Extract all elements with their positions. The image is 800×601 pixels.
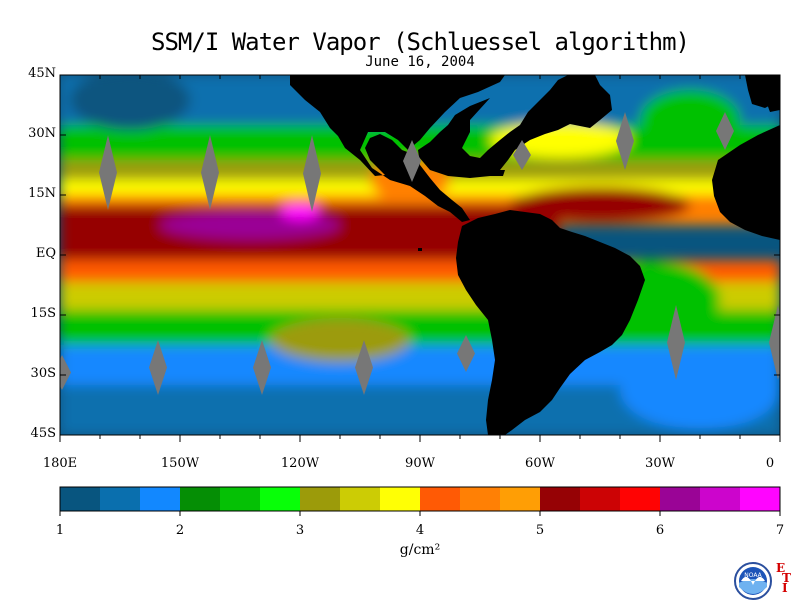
swath-gap xyxy=(60,355,71,390)
colorbar-segment xyxy=(300,487,341,511)
lon-label: 60W xyxy=(525,456,555,471)
vapor-band xyxy=(510,187,690,223)
map-field xyxy=(60,75,780,435)
colorbar-segment xyxy=(620,487,661,511)
axis-ticks xyxy=(59,74,781,442)
colorbar-segment xyxy=(260,487,301,511)
colorbar-tick-label: 7 xyxy=(775,523,785,538)
lat-label: 45N xyxy=(28,66,56,81)
colorbar-segment xyxy=(660,487,701,511)
swath-gap xyxy=(616,112,634,170)
corner-letter-i: I xyxy=(782,581,788,595)
lon-label: 150W xyxy=(160,456,200,471)
swath-gaps xyxy=(60,112,780,395)
colorbar-segment xyxy=(500,487,541,511)
colorbar-segment xyxy=(420,487,461,511)
lat-label: 15N xyxy=(28,186,56,201)
colorbar-tick-label: 1 xyxy=(55,523,65,538)
colorbar-tick-label: 3 xyxy=(295,523,305,538)
swath-gap xyxy=(253,340,271,395)
hispaniola xyxy=(488,170,505,176)
colorbar-segment xyxy=(100,487,141,511)
colorbar-segment xyxy=(180,487,221,511)
colorbar-segment xyxy=(140,487,181,511)
map-date: June 16, 2004 xyxy=(365,54,475,70)
cuba xyxy=(440,158,485,168)
swath-gap xyxy=(201,135,219,210)
vapor-band xyxy=(70,75,190,130)
lat-label: 30N xyxy=(28,126,56,141)
colorbar-tick-label: 5 xyxy=(535,523,545,538)
vapor-band xyxy=(640,90,740,150)
colorbar-segment xyxy=(460,487,501,511)
vapor-band xyxy=(280,204,320,220)
swath-gap xyxy=(303,135,321,212)
lat-label: 30S xyxy=(30,366,56,381)
colorbar-segment xyxy=(540,487,581,511)
lon-label: 180E xyxy=(42,456,78,471)
vapor-band xyxy=(270,318,410,362)
colorbar-segment xyxy=(340,487,381,511)
colorbar-tick-label: 2 xyxy=(175,523,185,538)
lat-label: 15S xyxy=(30,306,56,321)
colorbar-tick-label: 6 xyxy=(655,523,665,538)
colorbar-segment xyxy=(580,487,621,511)
swath-gap xyxy=(513,140,531,170)
colorbar-segment xyxy=(740,487,781,511)
colorbar-units: g/cm² xyxy=(399,542,441,558)
colorbar-segment xyxy=(60,487,101,511)
land-mass xyxy=(290,75,780,435)
greenland-tip xyxy=(760,78,780,112)
swath-gap xyxy=(457,335,475,372)
colorbar xyxy=(59,486,781,516)
swath-gap xyxy=(716,112,734,150)
galapagos xyxy=(418,248,422,251)
swath-gap xyxy=(355,340,373,395)
corner-letter-t: T xyxy=(782,571,791,585)
swath-gap xyxy=(149,340,167,395)
swath-gap xyxy=(403,140,421,182)
swath-gap xyxy=(769,305,780,380)
colorbar-segment xyxy=(220,487,261,511)
corner-letter-e: E xyxy=(776,561,786,575)
south-america xyxy=(456,210,645,435)
iberia-africa xyxy=(712,125,780,240)
lat-label: EQ xyxy=(35,246,56,261)
lon-label: 0 xyxy=(765,456,775,471)
lon-label: 90W xyxy=(405,456,435,471)
swath-gap xyxy=(667,305,685,380)
noaa-logo-icon: NOAA xyxy=(734,562,772,600)
vapor-band xyxy=(620,350,780,430)
lon-label: 30W xyxy=(645,456,675,471)
lon-label: 120W xyxy=(280,456,320,471)
lat-label: 45S xyxy=(30,426,56,441)
swath-gap xyxy=(99,135,117,210)
map-title: SSM/I Water Vapor (Schluessel algorithm) xyxy=(151,28,690,56)
colorbar-segment xyxy=(380,487,421,511)
north-america xyxy=(290,75,612,222)
colorbar-segment xyxy=(700,487,741,511)
noaa-logo-text: NOAA xyxy=(744,572,762,579)
colorbar-tick-label: 4 xyxy=(415,523,425,538)
